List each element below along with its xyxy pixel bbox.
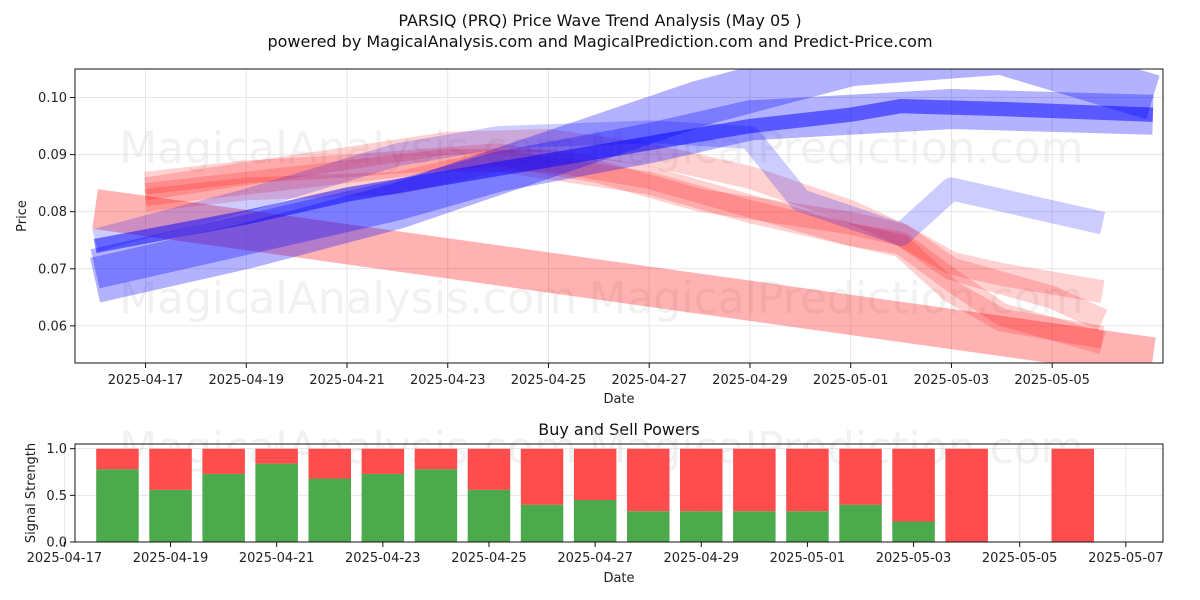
- price-chart: MagicalAnalysis.com MagicalPrediction.co…: [15, 68, 1164, 407]
- signal-y-tick-label: 0.5: [46, 489, 67, 504]
- watermark-bottom-right: MagicalPrediction.com: [589, 423, 1084, 474]
- buy-bar: [839, 504, 882, 542]
- signal-plot-frame: [74, 443, 1164, 543]
- sell-bar: [1051, 448, 1094, 542]
- sell-bar: [308, 448, 351, 479]
- buy-bar: [96, 469, 139, 542]
- buy-bar: [308, 478, 351, 542]
- sell-bar: [786, 448, 829, 512]
- chart-title: PARSIQ (PRQ) Price Wave Trend Analysis (…: [398, 11, 801, 30]
- price-bands: [90, 69, 1160, 363]
- signal-bars: [96, 448, 1094, 542]
- signal-x-ticks: 2025-04-17 2025-04-19 2025-04-21 2025-04-23…: [27, 542, 1164, 566]
- price-band-red-3: [144, 148, 1105, 349]
- price-y-tick-label: 0.07: [38, 262, 67, 277]
- buy-bar: [467, 489, 511, 542]
- signal-x-tick-label: 2025-05-03: [876, 551, 952, 566]
- price-x-ticks: 2025-04-17 2025-04-19 2025-04-21 2025-04-23…: [108, 363, 1090, 388]
- buy-bar: [786, 511, 829, 542]
- buy-bar: [361, 473, 405, 542]
- sell-bar: [255, 448, 298, 464]
- sell-bar: [520, 448, 564, 505]
- price-x-tick-label: 2025-05-01: [813, 373, 889, 388]
- chart-subtitle: powered by MagicalAnalysis.com and Magic…: [267, 32, 932, 51]
- price-x-tick-label: 2025-04-27: [611, 373, 687, 388]
- price-band-red-0: [92, 189, 1156, 363]
- buy-bar: [520, 504, 564, 542]
- price-y-ticks: 0.06 0.07 0.08 0.09 0.10: [38, 91, 75, 334]
- signal-y-tick-label: 1.0: [46, 442, 67, 457]
- signal-x-tick-label: 2025-04-23: [345, 551, 421, 566]
- buy-bar: [255, 463, 298, 542]
- price-x-tick-label: 2025-05-05: [1014, 373, 1090, 388]
- sell-bar: [149, 448, 192, 490]
- signal-y-axis-title: Signal Strength: [24, 443, 39, 543]
- price-band-blue-6: [90, 69, 1160, 303]
- watermark-top-right: MagicalPrediction.com: [589, 123, 1084, 174]
- watermark-mid-right: MagicalPrediction.com: [589, 273, 1084, 324]
- price-y-tick-label: 0.09: [38, 148, 67, 163]
- signal-x-tick-label: 2025-05-01: [770, 551, 846, 566]
- buy-bar: [202, 473, 245, 542]
- signal-x-tick-label: 2025-04-29: [663, 551, 739, 566]
- price-y-tick-label: 0.08: [38, 205, 67, 220]
- buy-bar: [414, 469, 458, 542]
- price-x-tick-label: 2025-04-29: [712, 373, 788, 388]
- signal-x-tick-label: 2025-04-27: [557, 551, 633, 566]
- price-y-axis-title: Price: [15, 200, 30, 232]
- sell-bar: [945, 448, 988, 542]
- price-y-tick-label: 0.06: [38, 319, 67, 334]
- sell-bar: [839, 448, 882, 505]
- price-x-tick-label: 2025-04-25: [511, 373, 587, 388]
- price-band-red-4: [144, 143, 1108, 331]
- buy-bar: [733, 511, 776, 542]
- signal-x-tick-label: 2025-05-05: [982, 551, 1058, 566]
- signal-x-tick-label: 2025-04-21: [239, 551, 315, 566]
- sell-bar: [627, 448, 670, 512]
- sell-bar: [414, 448, 458, 470]
- signal-x-tick-label: 2025-04-17: [27, 551, 103, 566]
- sell-bar: [361, 448, 405, 474]
- signal-x-tick-label: 2025-04-25: [451, 551, 527, 566]
- price-band-red-2: [144, 148, 1106, 354]
- sell-bar: [467, 448, 511, 490]
- price-x-tick-label: 2025-04-21: [309, 373, 385, 388]
- sell-bar: [573, 448, 617, 500]
- sell-bar: [733, 448, 776, 512]
- buy-bar: [680, 511, 723, 542]
- price-band-blue-5: [92, 120, 1106, 252]
- price-x-tick-label: 2025-04-23: [410, 373, 486, 388]
- price-band-red-1: [143, 128, 1105, 303]
- sell-bar: [202, 448, 245, 474]
- signal-y-ticks: 0.0 0.5 1.0: [46, 442, 75, 551]
- signal-chart: Buy and Sell Powers MagicalAnalysis.com …: [24, 420, 1164, 586]
- price-x-axis-title: Date: [603, 392, 634, 407]
- price-plot-frame: [74, 68, 1164, 364]
- price-x-tick-label: 2025-04-19: [208, 373, 284, 388]
- buy-bar: [627, 511, 670, 542]
- sell-bar: [892, 448, 935, 522]
- price-x-tick-label: 2025-04-17: [108, 373, 184, 388]
- buy-bar: [149, 489, 192, 542]
- signal-chart-title: Buy and Sell Powers: [538, 420, 700, 439]
- buy-bar: [892, 521, 935, 542]
- sell-bar: [96, 448, 139, 470]
- signal-x-tick-label: 2025-04-19: [133, 551, 209, 566]
- price-band-blue-8: [93, 98, 1154, 254]
- watermark-mid-left: MagicalAnalysis.com: [119, 273, 577, 324]
- buy-bar: [573, 500, 617, 542]
- signal-x-axis-title: Date: [603, 571, 634, 586]
- price-y-tick-label: 0.10: [38, 91, 67, 106]
- sell-bar: [680, 448, 723, 512]
- signal-x-tick-label: 2025-05-07: [1088, 551, 1164, 566]
- price-x-tick-label: 2025-05-03: [914, 373, 990, 388]
- signal-y-tick-label: 0.0: [46, 536, 67, 551]
